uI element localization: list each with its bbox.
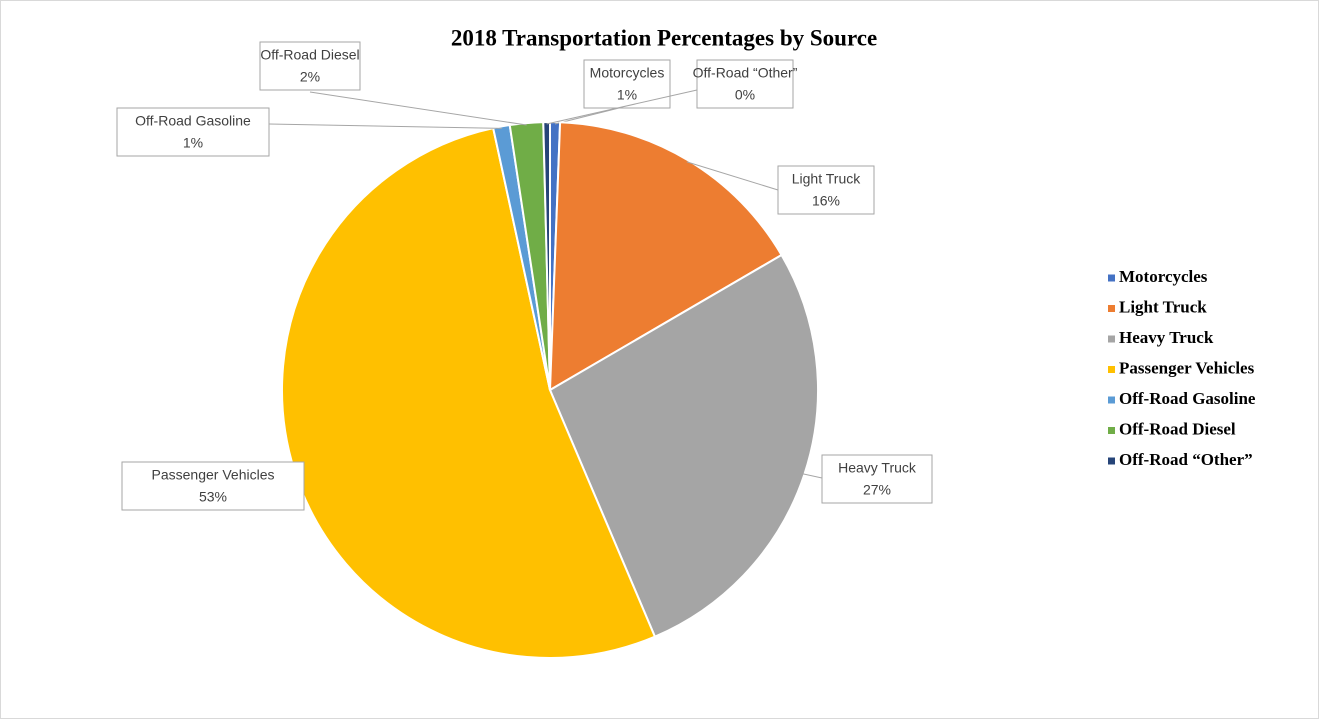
label-box [121, 461, 305, 511]
slice-value-label: 27% [863, 482, 891, 498]
chart-title: 2018 Transportation Percentages by Sourc… [451, 25, 877, 50]
label-box [116, 107, 270, 157]
legend-label: Heavy Truck [1119, 328, 1214, 347]
legend-label: Off-Road Gasoline [1119, 389, 1256, 408]
legend-label: Light Truck [1119, 297, 1207, 316]
leader-line [802, 473, 823, 479]
legend-swatch [1108, 335, 1115, 343]
label-box [777, 165, 875, 215]
slice-value-label: 0% [735, 87, 755, 103]
slice-label: Heavy Truck [838, 460, 917, 476]
slice-value-label: 1% [183, 135, 203, 151]
slice-value-label: 53% [199, 489, 227, 505]
pie-slice [542, 120, 551, 391]
slice-label: Off-Road Diesel [260, 47, 359, 63]
legend-label: Passenger Vehicles [1119, 358, 1255, 377]
label-box [696, 59, 794, 109]
slice-value-label: 2% [300, 69, 320, 85]
legend-swatch [1108, 396, 1115, 404]
leader-line [309, 91, 527, 126]
slice-label: Motorcycles [590, 65, 665, 81]
leader-line [546, 89, 698, 125]
legend-swatch [1108, 427, 1115, 434]
leader-line [686, 161, 779, 191]
legend-label: Motorcycles [1119, 267, 1208, 286]
slice-label: Off-Road Gasoline [135, 113, 251, 129]
slice-label: Off-Road “Other” [693, 65, 798, 81]
pie-slice [548, 121, 783, 392]
slice-label: Passenger Vehicles [152, 467, 275, 483]
label-box [583, 59, 671, 109]
leader-line [268, 123, 502, 129]
legend-label: Off-Road “Other” [1119, 450, 1253, 469]
label-box [821, 454, 933, 504]
legend-swatch [1108, 366, 1115, 373]
legend-swatch [1108, 274, 1115, 282]
slice-label: Light Truck [792, 171, 861, 187]
legend-label: Off-Road Diesel [1119, 419, 1236, 438]
slice-value-label: 16% [812, 193, 840, 209]
legend-swatch [1108, 457, 1115, 465]
legend-swatch [1108, 305, 1115, 312]
slice-value-label: 1% [617, 87, 637, 103]
label-box [259, 41, 361, 91]
